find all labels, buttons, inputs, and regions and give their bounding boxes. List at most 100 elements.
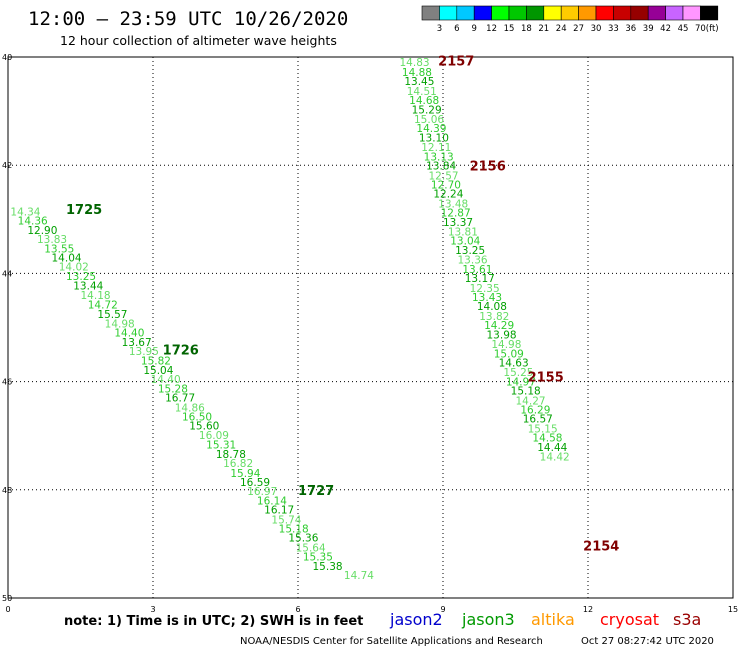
satellite-legend-cryosat: cryosat	[600, 610, 659, 629]
swh-value-label: 13.95	[129, 346, 159, 358]
scale-swatch	[613, 5, 632, 21]
scale-label: 36	[625, 24, 636, 34]
swh-value-label: 13.04	[450, 236, 480, 248]
pass-number-label: 1725	[66, 203, 102, 218]
swh-value-label: 12.90	[27, 225, 57, 237]
swh-value-label: 15.25	[503, 367, 533, 379]
swh-value-label: 14.68	[409, 95, 439, 107]
scale-swatch	[491, 5, 510, 21]
swh-value-label: 14.72	[88, 300, 118, 312]
swh-value-label: 14.44	[537, 442, 567, 454]
swh-value-label: 14.83	[400, 57, 430, 69]
swh-value-label: 16.17	[264, 505, 294, 517]
swh-value-label: 15.35	[303, 552, 333, 564]
swh-value-label: 15.28	[158, 383, 188, 395]
swh-value-label: 14.97	[506, 376, 536, 388]
swh-value-label: 15.15	[528, 423, 558, 435]
swh-value-label: 16.97	[247, 486, 277, 498]
swh-value-label: 16.77	[165, 393, 195, 405]
swh-value-label: 15.38	[313, 561, 343, 573]
swh-value-label: 14.51	[407, 86, 437, 98]
x-tick-label: 9	[440, 605, 445, 614]
scale-label: 6	[454, 24, 459, 34]
swh-value-label: 14.98	[105, 319, 135, 331]
scale-label: 70	[695, 24, 706, 34]
y-tick-label: 44	[2, 269, 12, 278]
scale-swatch	[700, 5, 719, 21]
swh-value-label: 16.50	[182, 412, 212, 424]
scale-label: 33	[608, 24, 619, 34]
swh-value-label: 13.25	[455, 245, 485, 257]
scale-swatch	[560, 5, 579, 21]
scale-label: 42	[660, 24, 671, 34]
swh-value-label: 13.82	[479, 311, 509, 323]
satellite-legend-jason3: jason3	[461, 610, 515, 629]
swh-value-label: 15.31	[206, 440, 236, 452]
swh-value-label: 12.70	[431, 179, 461, 191]
swh-value-label: 16.82	[223, 458, 253, 470]
swh-value-label: 12.35	[470, 283, 500, 295]
swh-value-label: 12.57	[429, 170, 459, 182]
swh-value-label: 14.27	[516, 395, 546, 407]
swh-value-label: 15.09	[494, 348, 524, 360]
scale-swatch	[508, 5, 527, 21]
swh-value-label: 14.40	[151, 374, 181, 386]
swh-value-label: 14.39	[416, 123, 446, 135]
color-scale-legend: 3 6 9 12 15 18 21 24 27 30 33 36 39 42 45 70 (ft)	[421, 5, 719, 34]
scale-label: 12	[486, 24, 497, 34]
swh-value-label: 13.44	[73, 281, 103, 293]
x-tick-label: 12	[583, 605, 593, 614]
swh-value-label: 13.36	[458, 255, 488, 267]
data-marks: 14.3414.3612.9013.8313.5514.0414.0213.25…	[10, 55, 619, 582]
scale-swatch	[630, 5, 649, 21]
swh-value-label: 15.57	[97, 309, 127, 321]
swh-value-label: 13.55	[44, 243, 74, 255]
y-tick-label: 42	[2, 161, 12, 170]
y-tick-label: 50	[2, 594, 12, 603]
scale-label: 45	[678, 24, 689, 34]
swh-value-label: 14.86	[175, 402, 205, 414]
scale-label: 15	[504, 24, 515, 34]
scale-label: 30	[591, 24, 602, 34]
x-tick-label: 0	[5, 605, 10, 614]
scale-label: 9	[471, 24, 476, 34]
scale-swatch	[473, 5, 492, 21]
swh-value-label: 13.37	[443, 217, 473, 229]
footer-credit: NOAA/NESDIS Center for Satellite Applica…	[240, 636, 543, 647]
pass-number-label: 1726	[163, 344, 199, 359]
swh-value-label: 13.48	[438, 198, 468, 210]
swh-value-label: 16.57	[523, 414, 553, 426]
swh-value-label: 15.04	[143, 365, 173, 377]
swh-value-label: 13.83	[37, 234, 67, 246]
swh-value-label: 14.40	[114, 328, 144, 340]
swh-value-label: 13.13	[424, 151, 454, 163]
pass-number-label: 2156	[470, 160, 506, 175]
scale-label: 39	[643, 24, 654, 34]
swh-value-label: 14.29	[484, 320, 514, 332]
scale-label: 24	[556, 24, 567, 34]
swh-value-label: 13.84	[426, 161, 456, 173]
scale-swatch	[439, 5, 458, 21]
swh-value-label: 15.82	[141, 355, 171, 367]
swh-value-label: 16.09	[199, 430, 229, 442]
pass-number-label: 2155	[528, 371, 564, 386]
satellite-legend-jason2: jason2	[389, 610, 443, 629]
swh-value-label: 14.08	[477, 301, 507, 313]
swh-value-label: 12.87	[441, 208, 471, 220]
swh-value-label: 18.78	[216, 449, 246, 461]
swh-value-label: 15.36	[288, 533, 318, 545]
swh-value-label: 15.64	[296, 542, 326, 554]
swh-value-label: 16.14	[257, 495, 287, 507]
satellite-legend-altika: altika	[531, 610, 575, 629]
swh-value-label: 13.81	[448, 227, 478, 239]
swh-value-label: 13.45	[404, 76, 434, 88]
swh-value-label: 13.98	[487, 329, 517, 341]
scale-swatch	[543, 5, 562, 21]
swh-value-label: 13.67	[122, 337, 152, 349]
swh-value-label: 14.18	[81, 290, 111, 302]
swh-value-label: 16.29	[520, 405, 550, 417]
scale-label: 3	[437, 24, 442, 34]
scale-swatch	[421, 5, 440, 21]
swh-value-label: 14.34	[10, 207, 40, 219]
scale-swatch	[526, 5, 545, 21]
